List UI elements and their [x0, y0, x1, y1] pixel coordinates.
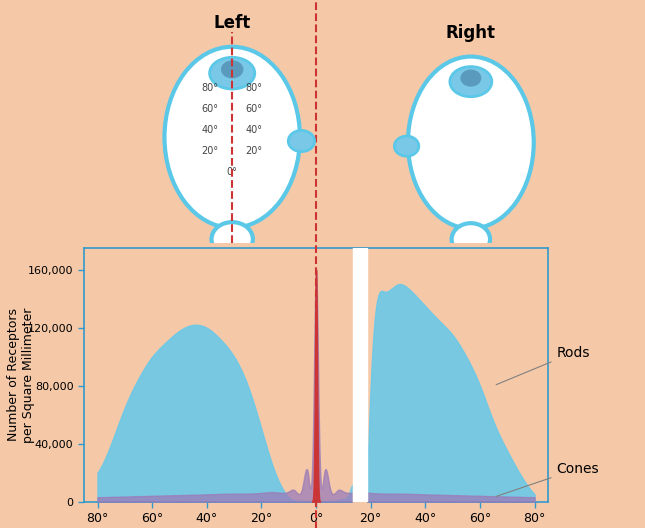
Text: 40°: 40° — [202, 125, 219, 135]
Text: 40°: 40° — [246, 125, 263, 135]
Title: Right: Right — [446, 24, 496, 42]
Ellipse shape — [451, 223, 490, 256]
Text: 20°: 20° — [201, 146, 219, 156]
Ellipse shape — [210, 58, 255, 89]
Title: Left: Left — [213, 14, 251, 32]
Text: 0°: 0° — [227, 167, 237, 177]
Text: 20°: 20° — [246, 146, 263, 156]
Text: 80°: 80° — [202, 83, 219, 93]
Ellipse shape — [164, 47, 300, 228]
Ellipse shape — [450, 67, 492, 97]
Text: Cones: Cones — [496, 461, 599, 496]
Y-axis label: Number of Receptors
per Square Millimeter: Number of Receptors per Square Millimete… — [7, 307, 35, 442]
Ellipse shape — [222, 61, 243, 78]
Ellipse shape — [212, 222, 253, 256]
Ellipse shape — [288, 130, 315, 152]
Ellipse shape — [461, 70, 481, 86]
Ellipse shape — [394, 136, 419, 156]
Ellipse shape — [408, 56, 534, 229]
Text: 60°: 60° — [202, 103, 219, 114]
Text: 80°: 80° — [246, 83, 263, 93]
Bar — [353, 248, 366, 502]
Text: Rods: Rods — [496, 346, 590, 385]
Text: 60°: 60° — [246, 103, 263, 114]
